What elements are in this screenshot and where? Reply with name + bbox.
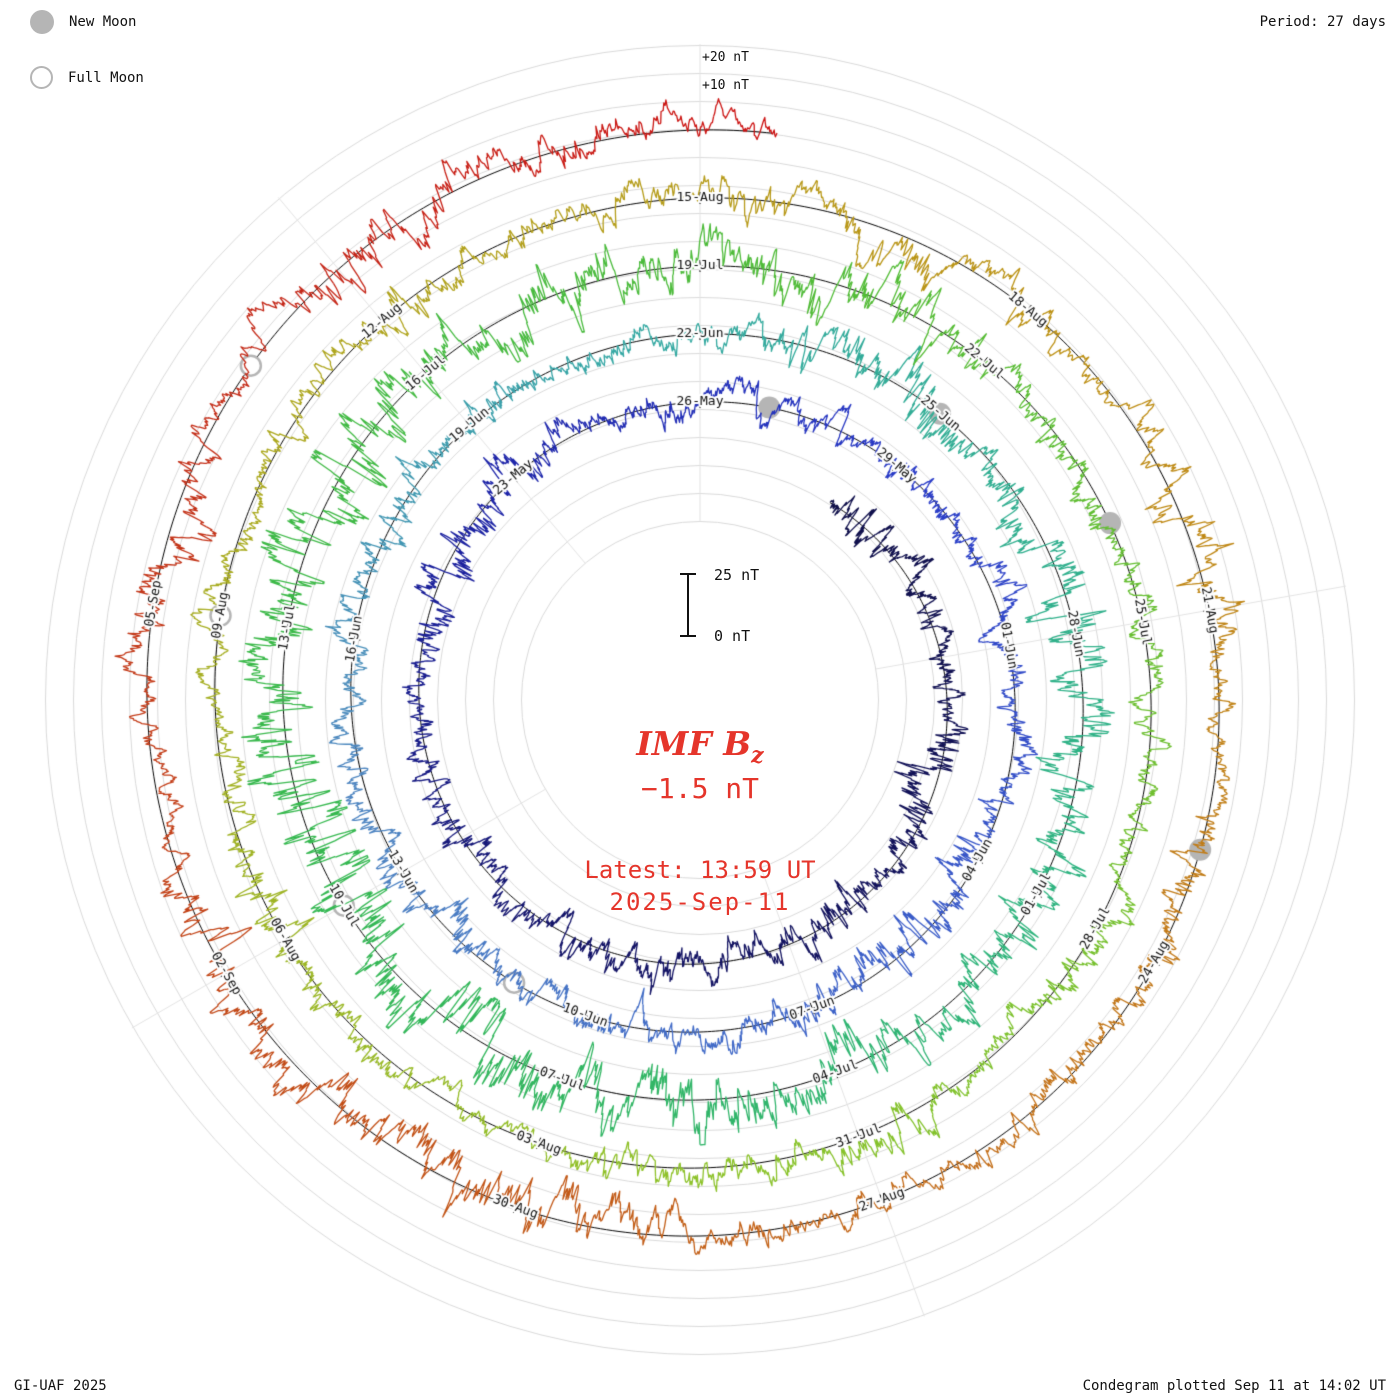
- full-moon-icon: [30, 66, 53, 89]
- scale-bar-bottom-cap: [680, 635, 696, 637]
- credit-label: GI-UAF 2025: [14, 1378, 107, 1394]
- scale-bar-top-cap: [680, 573, 696, 575]
- scale-bar-top-label: 25 nT: [714, 566, 760, 584]
- new-moon-icon: [30, 10, 54, 34]
- plus-20nt-gridline-label: +20 nT: [702, 50, 749, 65]
- chart-title: IMF Bz: [636, 724, 763, 769]
- period-label: Period: 27 days: [1259, 14, 1386, 30]
- latest-time: Latest: 13:59 UT: [584, 856, 816, 884]
- latest-date: 2025-Sep-11: [609, 888, 791, 916]
- new-moon-label: New Moon: [69, 14, 137, 30]
- legend-new-moon: New Moon: [30, 10, 136, 34]
- scale-bar-bottom-label: 0 nT: [714, 627, 751, 645]
- latest-value: −1.5 nT: [640, 772, 760, 805]
- scale-bar-line: [687, 573, 689, 637]
- plus-10nt-gridline-label: +10 nT: [702, 78, 749, 93]
- chart-title-main: IMF B: [636, 724, 752, 763]
- plotted-timestamp-label: Condegram plotted Sep 11 at 14:02 UT: [1082, 1378, 1386, 1394]
- chart-title-subscript: z: [751, 742, 764, 769]
- legend-full-moon: Full Moon: [30, 66, 144, 89]
- full-moon-label: Full Moon: [68, 69, 144, 86]
